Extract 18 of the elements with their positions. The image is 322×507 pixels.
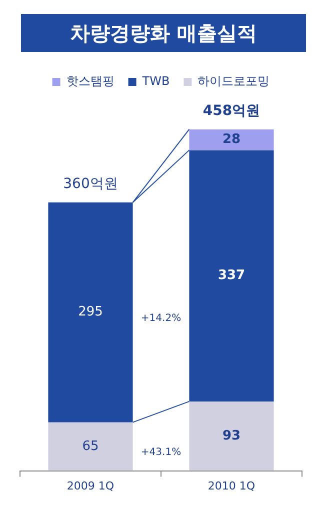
- bar: [48, 422, 133, 471]
- total-label: 360억원: [63, 176, 118, 192]
- data-label: 28: [222, 132, 241, 148]
- x-tick-label: 2009 1Q: [66, 479, 114, 492]
- legend-label: 핫스탬핑: [66, 74, 114, 88]
- total-label: 458억원: [202, 102, 260, 119]
- data-label: 337: [218, 268, 246, 284]
- data-label: 65: [82, 438, 99, 454]
- chart-title: 차량경량화 매출실적: [21, 14, 306, 52]
- legend-label: TWB: [141, 74, 170, 88]
- data-label: 295: [78, 304, 103, 320]
- data-label: 93: [222, 428, 241, 444]
- x-tick-label: 2010 1Q: [208, 479, 256, 492]
- annotation: +43.1%: [140, 447, 182, 458]
- bar: [189, 129, 274, 150]
- bar: [189, 401, 274, 471]
- legend-label: 하이드로포밍: [198, 74, 270, 88]
- annotation: +14.2%: [140, 312, 182, 324]
